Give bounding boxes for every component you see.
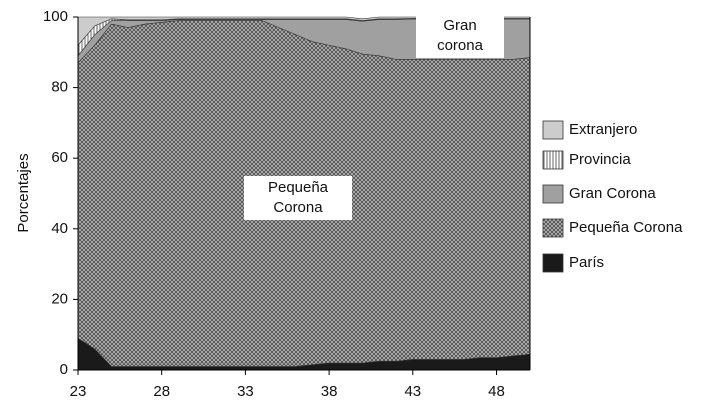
legend-swatch xyxy=(542,253,564,273)
annotation-box xyxy=(416,14,504,58)
legend-swatch xyxy=(542,218,564,238)
y-tick-label: 80 xyxy=(51,79,68,96)
legend-label: Gran Corona xyxy=(569,185,656,202)
x-tick-label: 33 xyxy=(237,383,254,400)
legend-label: Pequeña Corona xyxy=(569,219,683,236)
y-tick-label: 100 xyxy=(43,8,68,25)
annotation-text: corona xyxy=(437,37,484,54)
legend-swatch xyxy=(542,184,564,204)
annotation-text: Corona xyxy=(273,199,323,216)
legend-swatch xyxy=(542,120,564,140)
legend-label: París xyxy=(569,254,604,271)
y-tick-label: 60 xyxy=(51,149,68,166)
annotation-box xyxy=(244,176,352,220)
legend-swatch xyxy=(542,150,564,170)
annotation-text: Pequeña xyxy=(268,179,329,196)
x-tick-label: 43 xyxy=(404,383,421,400)
y-tick-label: 0 xyxy=(60,361,68,378)
legend-label: Extranjero xyxy=(569,121,637,138)
y-tick-label: 40 xyxy=(51,220,68,237)
y-axis-label: Porcentajes xyxy=(15,153,32,232)
x-tick-label: 23 xyxy=(70,383,87,400)
y-tick-label: 20 xyxy=(51,290,68,307)
x-tick-label: 28 xyxy=(153,383,170,400)
legend-label: Provincia xyxy=(569,151,631,168)
x-tick-label: 48 xyxy=(488,383,505,400)
annotation-text: Gran xyxy=(443,17,476,34)
x-tick-label: 38 xyxy=(321,383,338,400)
